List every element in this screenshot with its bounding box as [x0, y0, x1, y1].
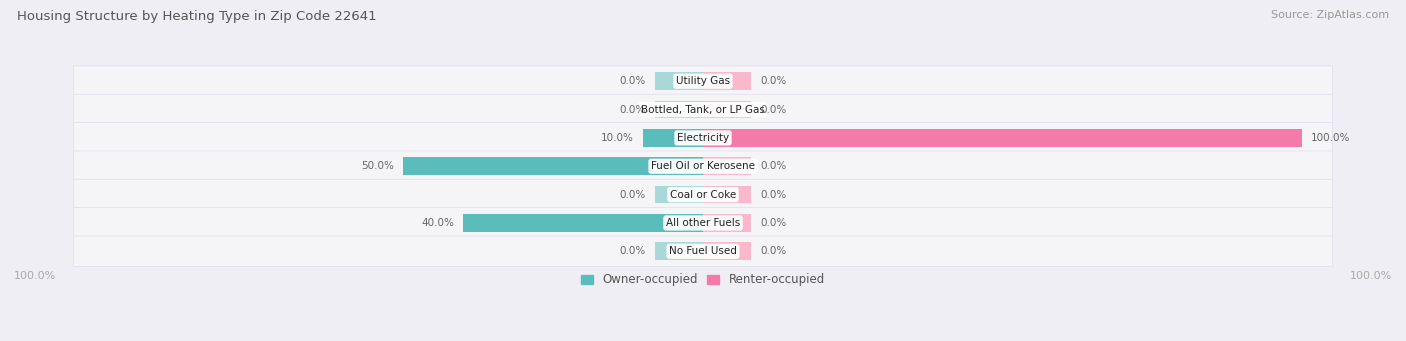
Bar: [703, 186, 751, 203]
Bar: [703, 101, 751, 118]
Text: 0.0%: 0.0%: [759, 218, 786, 228]
Text: 0.0%: 0.0%: [759, 246, 786, 256]
Bar: [655, 242, 703, 260]
Text: Fuel Oil or Kerosene: Fuel Oil or Kerosene: [651, 161, 755, 171]
FancyBboxPatch shape: [73, 179, 1333, 210]
FancyBboxPatch shape: [73, 66, 1333, 97]
Bar: [703, 214, 751, 232]
Text: Bottled, Tank, or LP Gas: Bottled, Tank, or LP Gas: [641, 105, 765, 115]
Text: 0.0%: 0.0%: [620, 190, 647, 199]
Bar: [703, 158, 751, 175]
Text: 0.0%: 0.0%: [620, 246, 647, 256]
Text: No Fuel Used: No Fuel Used: [669, 246, 737, 256]
FancyBboxPatch shape: [73, 94, 1333, 125]
Text: 10.0%: 10.0%: [602, 133, 634, 143]
Text: Housing Structure by Heating Type in Zip Code 22641: Housing Structure by Heating Type in Zip…: [17, 10, 377, 23]
Text: 100.0%: 100.0%: [14, 271, 56, 281]
Legend: Owner-occupied, Renter-occupied: Owner-occupied, Renter-occupied: [576, 269, 830, 291]
Text: 40.0%: 40.0%: [422, 218, 454, 228]
Bar: [703, 242, 751, 260]
Text: 0.0%: 0.0%: [759, 76, 786, 86]
Bar: [703, 72, 751, 90]
Text: Source: ZipAtlas.com: Source: ZipAtlas.com: [1271, 10, 1389, 20]
Bar: [464, 214, 703, 232]
Text: 0.0%: 0.0%: [620, 105, 647, 115]
Text: Coal or Coke: Coal or Coke: [669, 190, 737, 199]
FancyBboxPatch shape: [73, 208, 1333, 238]
Bar: [643, 129, 703, 147]
Bar: [703, 129, 1302, 147]
Bar: [655, 72, 703, 90]
Text: 0.0%: 0.0%: [759, 161, 786, 171]
Bar: [404, 158, 703, 175]
Text: 100.0%: 100.0%: [1310, 133, 1350, 143]
Bar: [655, 186, 703, 203]
FancyBboxPatch shape: [73, 123, 1333, 153]
Text: Electricity: Electricity: [676, 133, 730, 143]
Text: 100.0%: 100.0%: [1350, 271, 1392, 281]
Text: All other Fuels: All other Fuels: [666, 218, 740, 228]
Text: 50.0%: 50.0%: [361, 161, 395, 171]
Text: Utility Gas: Utility Gas: [676, 76, 730, 86]
Text: 0.0%: 0.0%: [759, 105, 786, 115]
FancyBboxPatch shape: [73, 236, 1333, 267]
Text: 0.0%: 0.0%: [759, 190, 786, 199]
FancyBboxPatch shape: [73, 151, 1333, 181]
Bar: [655, 101, 703, 118]
Text: 0.0%: 0.0%: [620, 76, 647, 86]
